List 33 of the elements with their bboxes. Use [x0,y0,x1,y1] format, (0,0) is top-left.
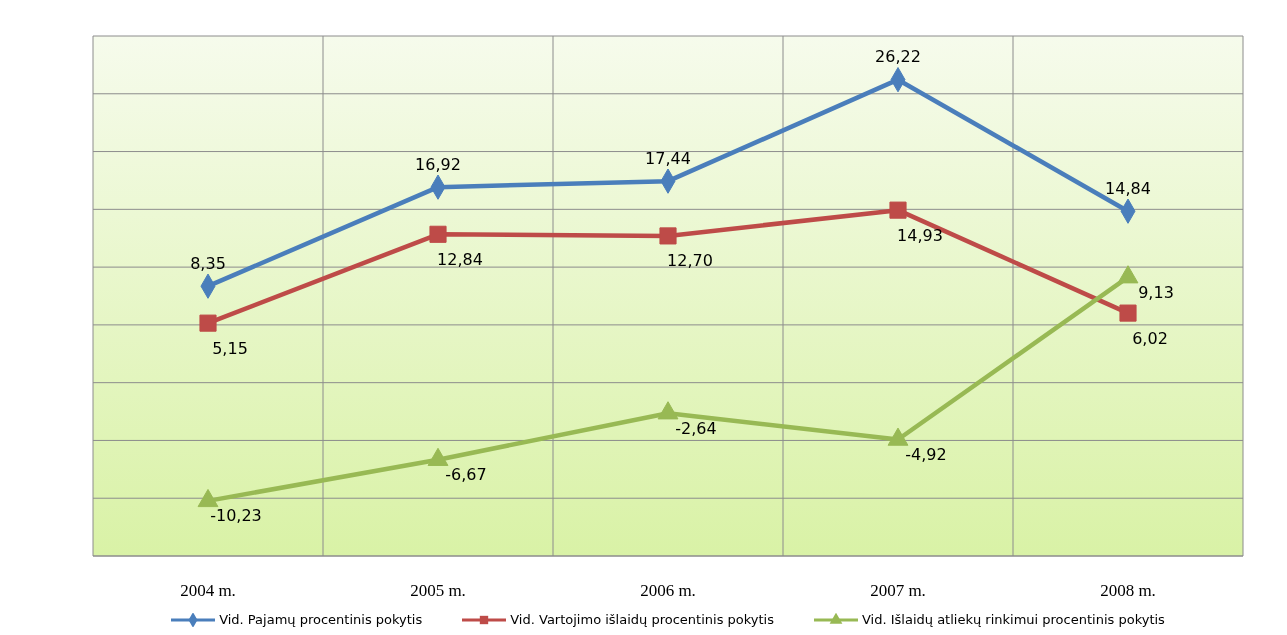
point [197,488,219,508]
data-label: 6,02 [1132,328,1168,348]
data-label: 14,84 [1105,178,1151,198]
data-label: 8,35 [190,253,226,273]
data-label: -4,92 [905,445,947,465]
data-label: 14,93 [897,225,943,245]
point [429,225,447,243]
point [1119,304,1137,322]
point [887,427,909,446]
x-tick-label: 2005 m. [410,581,466,601]
x-tick-label: 2004 m. [180,581,236,601]
data-label: 9,13 [1138,282,1174,302]
data-label: 12,84 [437,249,483,269]
legend-label: Vid. Vartojimo išlaidų procentinis pokytis [510,612,774,627]
point [659,227,677,245]
point [889,201,907,219]
point [427,447,449,466]
x-tick-label: 2006 m. [640,581,696,601]
x-tick-label: 2008 m. [1100,581,1156,601]
data-label: 12,70 [667,251,713,271]
data-label: 5,15 [212,338,248,358]
data-label: -10,23 [210,506,262,526]
data-label: -6,67 [445,465,487,485]
point [657,401,679,420]
data-label: 17,44 [645,148,691,168]
x-tick-label: 2007 m. [870,581,926,601]
data-label: 26,22 [875,47,921,67]
point [199,314,217,332]
point [1117,265,1139,284]
legend-label: Vid. Pajamų procentinis pokytis [219,612,423,627]
data-label: -2,64 [675,418,717,438]
legend-label: Vid. Išlaidų atliekų rinkimui procentinis pokytis [861,612,1165,627]
data-label: 16,92 [415,154,461,174]
